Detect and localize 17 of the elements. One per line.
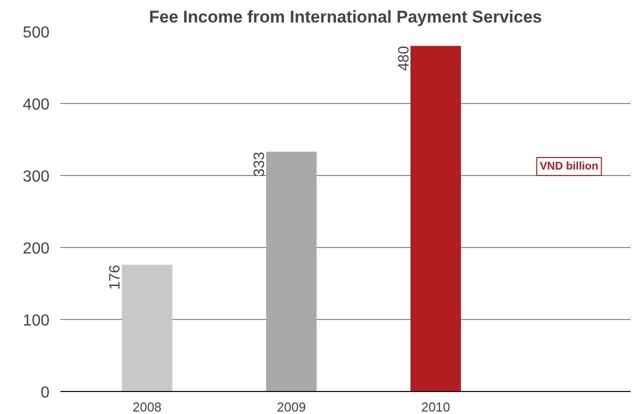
annotation: VND billion <box>540 160 599 172</box>
y-tick-label: 400 <box>22 96 50 114</box>
x-tick-label: 2009 <box>276 400 306 414</box>
data-label: 333 <box>250 152 268 177</box>
y-tick-label: 300 <box>22 168 50 186</box>
y-tick-label: 200 <box>22 240 50 258</box>
bar <box>410 46 461 392</box>
y-tick-label: 0 <box>40 384 50 402</box>
x-tick-label: 2010 <box>421 400 450 414</box>
y-tick-label: 500 <box>22 24 50 42</box>
data-label: 176 <box>106 264 124 290</box>
bar <box>122 264 172 392</box>
data-label: 480 <box>395 46 412 71</box>
x-tick-label: 2008 <box>132 400 162 414</box>
bar <box>266 152 317 392</box>
chart-title: Fee Income from International Payment Services <box>148 8 542 26</box>
y-tick-label: 100 <box>22 312 50 330</box>
